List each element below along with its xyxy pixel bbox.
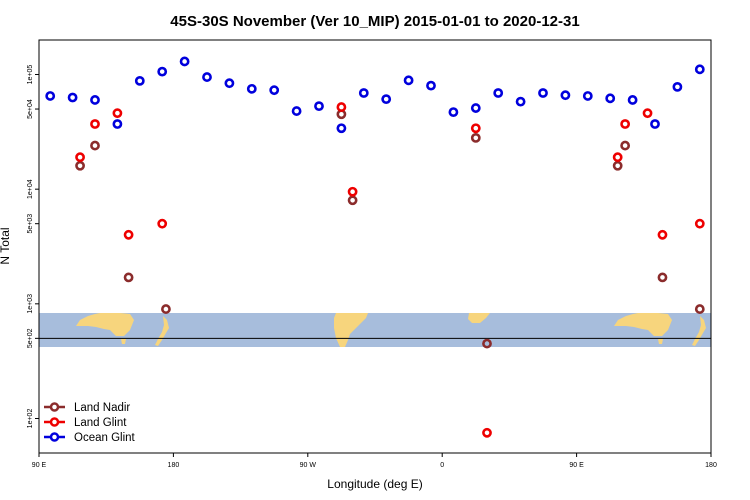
y-tick-label: 5e+04: [27, 99, 34, 119]
data-point-ocean-glint: [426, 80, 436, 91]
data-point-ocean-glint: [650, 119, 660, 129]
series-ocean-glint: [45, 56, 705, 134]
data-point-land-nadir: [482, 338, 492, 349]
x-axis: 90 E 180 90 W 0 90 E 180: [32, 453, 717, 469]
legend-swatch-marker: [49, 417, 60, 427]
landmass-tasmania-right: [658, 339, 663, 344]
data-point-land-nadir: [694, 304, 705, 314]
data-point-ocean-glint: [246, 83, 257, 94]
y-axis: 1e+02 5e+02 1e+03 5e+03 1e+04 5e+04 1e+05: [27, 65, 39, 429]
data-point-ocean-glint: [358, 88, 369, 98]
legend-item-land-glint: Land Glint: [44, 417, 127, 429]
data-point-land-glint: [642, 108, 653, 119]
data-point-ocean-glint: [672, 81, 683, 92]
legend-swatch-marker: [49, 432, 60, 442]
data-point-ocean-glint: [67, 92, 78, 103]
data-point-land-glint: [694, 218, 705, 229]
data-point-ocean-glint: [403, 75, 414, 86]
data-point-land-glint: [75, 152, 85, 163]
data-point-land-glint: [112, 108, 123, 119]
y-axis-label: N Total: [0, 227, 12, 264]
y-tick-label: 1e+02: [27, 409, 34, 429]
data-point-ocean-glint: [291, 106, 302, 116]
data-point-land-nadir: [123, 272, 134, 283]
data-point-ocean-glint: [515, 96, 526, 107]
plot-frame: [38, 39, 712, 454]
data-point-ocean-glint: [605, 93, 616, 104]
data-point-land-glint: [612, 152, 623, 163]
landmass-tasmania-left: [121, 339, 126, 344]
x-tick-label: 90 W: [300, 462, 317, 469]
data-point-ocean-glint: [448, 107, 459, 118]
x-tick-label: 180: [168, 462, 180, 469]
data-point-land-glint: [336, 102, 347, 112]
data-point-ocean-glint: [90, 95, 100, 105]
data-point-ocean-glint: [627, 95, 638, 105]
landmass-australia-right: [614, 313, 672, 336]
data-point-land-nadir: [90, 140, 100, 151]
landmass-africa: [468, 313, 490, 323]
legend-label: Land Glint: [74, 417, 127, 429]
data-point-land-nadir: [75, 160, 85, 171]
data-point-ocean-glint: [202, 72, 212, 82]
data-point-land-glint: [347, 186, 358, 197]
data-point-land-nadir: [620, 140, 631, 151]
x-axis-label: Longitude (deg E): [327, 477, 422, 491]
data-point-ocean-glint: [560, 90, 571, 101]
data-point-ocean-glint: [694, 64, 705, 75]
x-tick-label: 0: [440, 462, 444, 469]
data-point-land-glint: [157, 218, 168, 229]
data-point-ocean-glint: [179, 56, 190, 67]
world-map-band: [39, 313, 711, 347]
data-point-land-nadir: [347, 195, 358, 206]
landmass-australia-left: [76, 313, 134, 336]
data-points: [45, 56, 705, 438]
y-tick-label: 1e+04: [27, 179, 34, 199]
data-point-land-glint: [657, 229, 668, 240]
x-tick-label: 90 E: [569, 462, 584, 469]
chart-title: 45S-30S November (Ver 10_MIP) 2015-01-01…: [170, 13, 579, 30]
data-point-ocean-glint: [538, 88, 548, 98]
series-land-glint: [75, 102, 705, 438]
data-point-ocean-glint: [493, 88, 504, 98]
data-point-ocean-glint: [112, 119, 123, 129]
series-land-nadir: [75, 109, 705, 349]
data-point-land-glint: [123, 229, 134, 240]
data-point-ocean-glint: [582, 91, 593, 101]
y-tick-label: 5e+03: [27, 214, 34, 234]
data-point-land-nadir: [612, 160, 623, 171]
data-point-land-glint: [90, 119, 100, 129]
y-tick-label: 1e+03: [27, 294, 34, 314]
y-tick-label: 1e+05: [27, 65, 34, 85]
data-point-ocean-glint: [157, 66, 168, 77]
x-tick-label: 90 E: [32, 462, 47, 469]
y-tick-label: 5e+02: [27, 328, 34, 348]
x-tick-label: 180: [705, 462, 717, 469]
data-point-ocean-glint: [381, 94, 392, 105]
legend-label: Land Nadir: [74, 402, 130, 414]
data-point-land-nadir: [470, 133, 481, 143]
data-point-ocean-glint: [314, 101, 324, 112]
data-point-ocean-glint: [470, 103, 481, 113]
legend-swatch-marker: [49, 402, 60, 412]
legend-item-land-nadir: Land Nadir: [44, 402, 130, 414]
data-point-ocean-glint: [134, 75, 145, 86]
data-point-land-glint: [470, 123, 481, 134]
legend-label: Ocean Glint: [74, 432, 136, 444]
legend-item-ocean-glint: Ocean Glint: [44, 432, 136, 444]
data-point-land-nadir: [161, 304, 171, 314]
data-point-land-glint: [620, 119, 631, 129]
legend: Land Nadir Land Glint Ocean Glint: [44, 402, 136, 444]
data-point-land-glint: [482, 427, 492, 438]
data-point-ocean-glint: [336, 123, 347, 134]
data-point-land-nadir: [657, 272, 668, 283]
data-point-ocean-glint: [224, 78, 235, 89]
data-point-ocean-glint: [45, 91, 56, 101]
data-point-ocean-glint: [269, 85, 280, 96]
